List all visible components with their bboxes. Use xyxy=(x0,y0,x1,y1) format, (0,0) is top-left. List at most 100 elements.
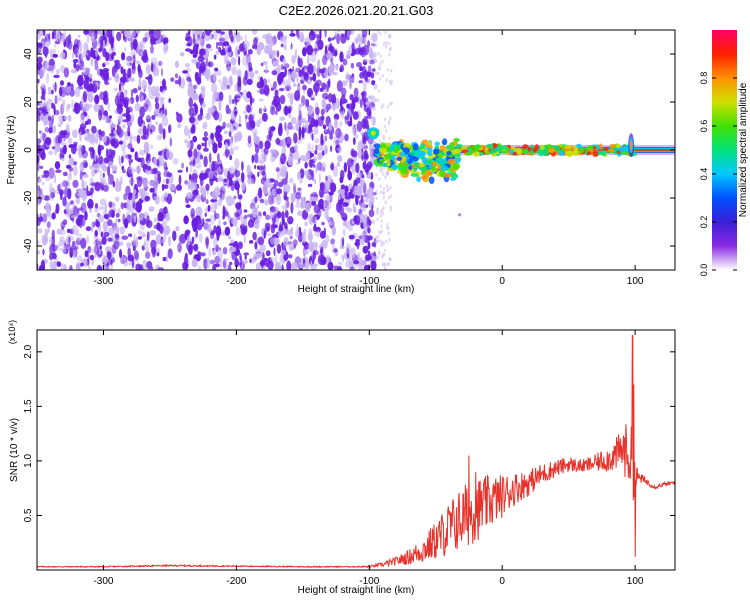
noise-speckle xyxy=(384,175,387,180)
noise-speckle xyxy=(324,45,328,54)
noise-speckle xyxy=(277,64,282,71)
noise-speckle xyxy=(390,101,393,105)
noise-speckle xyxy=(289,235,293,240)
noise-speckle xyxy=(38,43,42,49)
noise-speckle xyxy=(238,56,241,66)
noise-speckle xyxy=(106,246,112,252)
noise-speckle xyxy=(76,217,82,227)
noise-speckle xyxy=(126,107,130,116)
noise-speckle xyxy=(91,83,98,94)
noise-speckle xyxy=(375,33,378,38)
signal-blob xyxy=(446,151,452,156)
noise-speckle xyxy=(234,158,240,170)
noise-speckle xyxy=(130,147,135,153)
noise-speckle xyxy=(165,255,169,263)
noise-speckle xyxy=(149,187,155,193)
noise-speckle xyxy=(271,188,276,197)
noise-speckle xyxy=(324,30,327,38)
noise-speckle xyxy=(359,66,364,72)
noise-speckle xyxy=(60,192,63,201)
noise-speckle xyxy=(226,85,230,89)
noise-speckle xyxy=(218,91,224,102)
noise-speckle xyxy=(39,265,45,270)
noise-speckle xyxy=(262,154,267,163)
noise-speckle xyxy=(58,136,61,146)
noise-speckle xyxy=(170,184,176,192)
signal-blob xyxy=(412,157,419,162)
noise-speckle xyxy=(283,222,288,229)
noise-speckle xyxy=(218,247,222,252)
noise-speckle xyxy=(310,53,317,63)
noise-speckle xyxy=(353,185,359,193)
noise-speckle xyxy=(254,217,260,226)
noise-speckle xyxy=(267,260,274,270)
noise-speckle xyxy=(75,237,82,241)
noise-speckle xyxy=(265,33,273,45)
noise-speckle xyxy=(145,251,151,259)
noise-speckle xyxy=(382,103,385,108)
noise-speckle xyxy=(242,55,249,67)
noise-speckle xyxy=(279,116,286,121)
noise-speckle xyxy=(378,67,381,71)
noise-speckle xyxy=(319,30,322,40)
noise-speckle xyxy=(367,235,373,241)
noise-speckle xyxy=(68,154,71,159)
signal-blob xyxy=(420,174,429,180)
noise-speckle xyxy=(264,44,270,55)
noise-speckle xyxy=(202,142,205,147)
noise-speckle xyxy=(353,215,361,224)
noise-speckle xyxy=(192,33,195,44)
noise-speckle xyxy=(162,89,165,95)
noise-speckle xyxy=(77,58,81,67)
noise-speckle xyxy=(194,48,199,56)
noise-speckle xyxy=(380,224,383,229)
signal-blob xyxy=(600,150,607,156)
noise-speckle xyxy=(99,245,102,250)
noise-speckle xyxy=(133,250,139,261)
noise-speckle xyxy=(355,47,361,55)
noise-speckle xyxy=(298,126,302,138)
noise-speckle xyxy=(375,189,378,194)
noise-speckle xyxy=(256,45,261,56)
noise-speckle xyxy=(205,199,209,205)
noise-speckle xyxy=(107,148,114,159)
noise-speckle xyxy=(263,164,266,172)
noise-speckle xyxy=(385,239,388,244)
noise-speckle xyxy=(363,199,370,203)
noise-speckle xyxy=(323,200,326,210)
noise-speckle xyxy=(126,199,131,211)
noise-speckle xyxy=(280,43,284,48)
noise-speckle xyxy=(162,256,167,262)
noise-speckle xyxy=(82,49,86,58)
noise-speckle xyxy=(237,241,243,250)
noise-speckle xyxy=(214,213,220,220)
noise-speckle xyxy=(306,45,314,56)
noise-speckle xyxy=(54,209,59,214)
noise-speckle xyxy=(340,33,347,44)
colorbar-tick-label: 0.0 xyxy=(699,264,709,277)
noise-speckle xyxy=(94,94,100,105)
noise-speckle xyxy=(382,195,385,200)
noise-speckle xyxy=(135,236,139,249)
noise-speckle xyxy=(214,130,221,139)
noise-speckle xyxy=(387,187,390,192)
noise-speckle xyxy=(243,50,247,56)
noise-speckle xyxy=(175,225,180,232)
noise-speckle xyxy=(298,110,302,121)
signal-blob xyxy=(374,147,380,155)
x-tick-label: -300 xyxy=(93,576,113,587)
noise-speckle xyxy=(54,142,61,153)
noise-speckle xyxy=(288,243,295,251)
noise-speckle xyxy=(123,98,129,109)
noise-speckle xyxy=(260,62,264,67)
noise-speckle xyxy=(110,259,113,266)
noise-speckle xyxy=(199,31,203,38)
noise-speckle xyxy=(117,115,122,124)
noise-speckle xyxy=(293,132,298,144)
noise-speckle xyxy=(223,258,229,262)
noise-speckle xyxy=(46,221,51,229)
noise-speckle xyxy=(359,202,367,213)
noise-speckle xyxy=(320,108,325,116)
noise-speckle xyxy=(275,63,279,67)
noise-speckle xyxy=(76,199,80,204)
